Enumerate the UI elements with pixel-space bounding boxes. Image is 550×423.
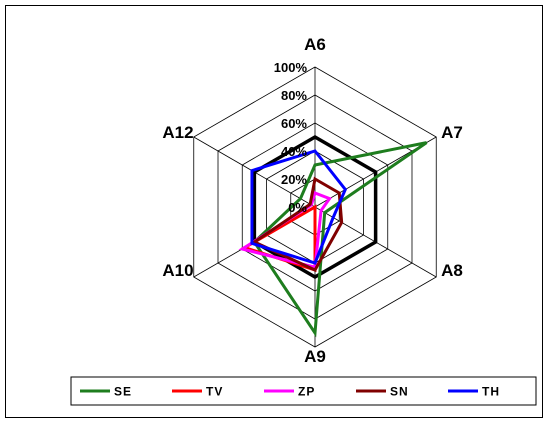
legend: SE TV ZP SN TH xyxy=(70,376,537,406)
axis-label-a10: A10 xyxy=(162,261,193,280)
legend-label-sn: SN xyxy=(390,385,409,399)
reference-series-line xyxy=(252,134,378,280)
legend-label-tv: TV xyxy=(206,385,223,399)
radar-series xyxy=(238,134,428,338)
tick-label: 0% xyxy=(288,200,307,215)
tick-label: 40% xyxy=(281,144,307,159)
axis-label-a7: A7 xyxy=(441,123,463,142)
tick-label: 20% xyxy=(281,172,307,187)
legend-label-th: TH xyxy=(482,385,500,399)
series-line-se xyxy=(252,141,428,338)
axis-label-a8: A8 xyxy=(441,261,463,280)
tick-label: 100% xyxy=(274,60,308,75)
legend-label-zp: ZP xyxy=(298,385,315,399)
tick-label: 80% xyxy=(281,88,307,103)
axis-label-a12: A12 xyxy=(162,123,193,142)
axis-label-a9: A9 xyxy=(304,347,326,366)
axis-label-a6: A6 xyxy=(304,35,326,54)
legend-label-se: SE xyxy=(114,385,132,399)
series-line-sn xyxy=(251,176,344,272)
series-line-th xyxy=(250,149,348,265)
chart-frame xyxy=(5,5,543,418)
tick-label: 60% xyxy=(281,116,307,131)
radar-labels: A6 A7 A8 A9 A10 A12 0% 20% 40% 60% 80% 100% xyxy=(162,35,462,366)
